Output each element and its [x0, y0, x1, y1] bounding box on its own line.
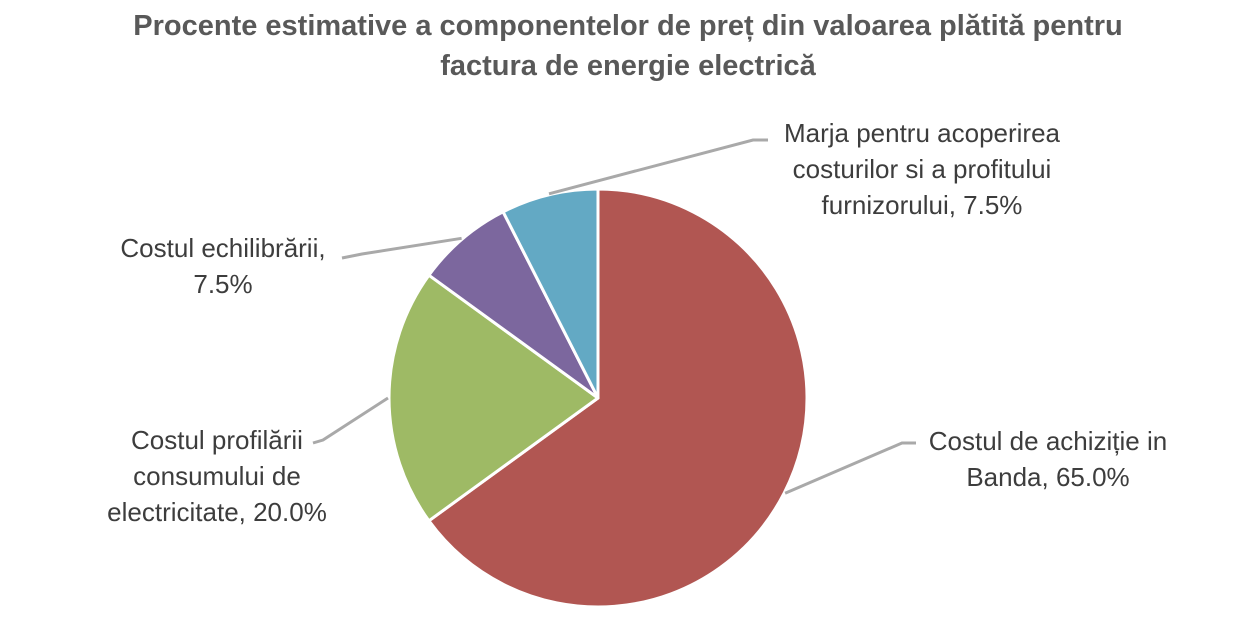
label-line: Banda, 65.0% [966, 462, 1130, 492]
chart-title-line1: Procente estimative a componentelor de p… [133, 10, 1123, 42]
leader-line-0 [784, 441, 916, 495]
label-line: Costul de achiziție in [928, 426, 1168, 456]
chart-title-line2: factura de energie electrică [440, 50, 816, 82]
slice-label-costul-achizitie: Costul de achiziție in Banda, 65.0% [898, 423, 1198, 495]
pie-slice-2 [427, 210, 600, 400]
label-line: Marja pentru acoperirea [783, 118, 1061, 148]
slice-label-marja-furnizor: Marja pentru acoperirea costurilor si a p… [742, 115, 1102, 223]
label-line: 7.5% [193, 269, 253, 299]
label-line: electricitate, 20.0% [107, 497, 327, 527]
leader-line-3 [548, 138, 768, 196]
slice-label-costul-profilarii: Costul profilării consumului de electricit… [67, 422, 367, 530]
label-line: furnizorului, 7.5% [821, 190, 1023, 220]
label-line: consumului de [133, 461, 301, 491]
label-line: costurilor si a profitului [792, 154, 1052, 184]
pie-slice-3 [501, 187, 600, 400]
pie-slice-0 [427, 187, 809, 609]
pie-slice-1 [387, 273, 600, 523]
slice-label-costul-echilibrarii: Costul echilibrării, 7.5% [73, 230, 373, 302]
label-line: Costul echilibrării, [120, 233, 326, 263]
leader-line-1 [312, 396, 389, 445]
label-line: Costul profilării [131, 425, 303, 455]
leader-line-2 [341, 236, 462, 260]
chart-title: Procente estimative a componentelor de p… [0, 6, 1256, 86]
